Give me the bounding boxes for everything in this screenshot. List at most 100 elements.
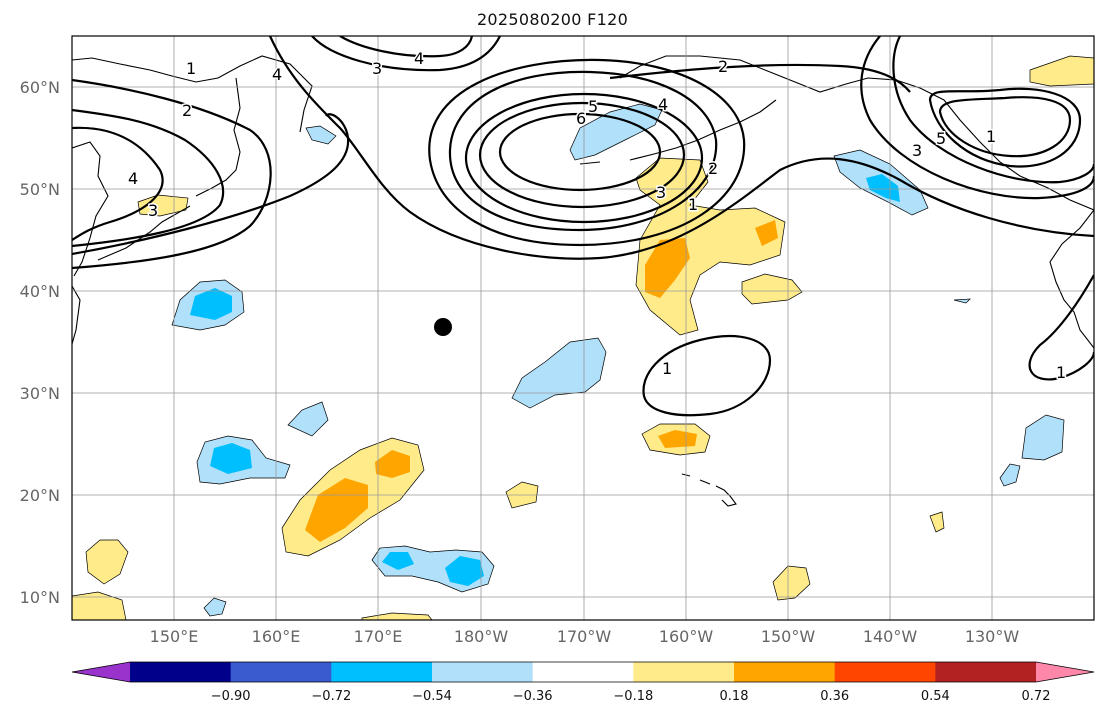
lon-label-180w: 180°W — [454, 627, 509, 646]
contour-low-center-ring — [478, 101, 686, 209]
contour-line — [1028, 274, 1094, 381]
lat-label-10n: 10°N — [20, 588, 60, 607]
contour-label: 1 — [688, 195, 698, 214]
colorbar-tick-label: −0.54 — [412, 689, 452, 704]
negative-anomaly-region — [953, 298, 971, 304]
colorbar-swatch — [130, 662, 232, 682]
contour-label: 2 — [718, 57, 728, 76]
longitude-labels: 150°E 160°E 170°E 180°W 170°W 160°W 150°… — [150, 627, 1020, 646]
positive-anomaly-core — [645, 238, 690, 298]
negative-anomaly-core — [866, 174, 900, 202]
colorbar-swatch — [532, 662, 634, 682]
colorbar-tick-label: 0.18 — [720, 689, 749, 704]
colorbar-tick-label: 0.54 — [921, 689, 950, 704]
coastline-aleutians — [579, 99, 777, 165]
lon-label-160w: 160°W — [659, 627, 714, 646]
latitude-labels: 60°N 50°N 40°N 30°N 20°N 10°N — [20, 78, 60, 607]
lon-label-130w: 130°W — [965, 627, 1020, 646]
coastline-kamchatka — [195, 77, 241, 197]
colorbar-tick-label: −0.72 — [311, 689, 351, 704]
contour-label: 1 — [186, 59, 196, 78]
colorbar-tick-label: −0.18 — [613, 689, 653, 704]
contour-line — [311, 36, 501, 72]
contour-label: 1 — [662, 359, 672, 378]
contour-line — [72, 78, 272, 270]
lon-label-170w: 170°W — [557, 627, 612, 646]
contour-low-ring-outer — [428, 58, 746, 247]
contour-line — [860, 36, 1094, 200]
contour-label: 3 — [148, 201, 158, 220]
contour-label: 1 — [1056, 363, 1066, 382]
lon-label-150w: 150°W — [761, 627, 816, 646]
contour-label: 4 — [414, 49, 424, 68]
lat-label-40n: 40°N — [20, 282, 60, 301]
lon-label-140w: 140°W — [863, 627, 918, 646]
contour-low-ring-outer — [448, 70, 718, 232]
colorbar: −0.90 −0.72 −0.54 −0.36 −0.18 0.18 0.36 0.54 0.7… — [71, 661, 1095, 704]
contour-line — [928, 87, 1082, 168]
lon-label-170e: 170°E — [354, 627, 403, 646]
negative-anomaly-region — [569, 103, 663, 161]
map-title: 2025080200 F120 — [476, 10, 629, 29]
contour-label: 5 — [588, 97, 598, 116]
colorbar-tick-label: −0.90 — [211, 689, 251, 704]
contour-low-center-ring — [498, 112, 662, 192]
lat-label-60n: 60°N — [20, 78, 60, 97]
point-marker[interactable] — [434, 318, 452, 336]
contour-lines — [72, 36, 1094, 417]
negative-anomaly-core — [382, 552, 414, 570]
contour-line — [892, 36, 1094, 184]
lon-label-160e: 160°E — [252, 627, 301, 646]
contour-label: 3 — [656, 183, 666, 202]
plot-frame — [71, 35, 1095, 621]
colorbar-tick-label: 0.36 — [820, 689, 849, 704]
colorbar-swatch — [230, 662, 332, 682]
colorbar-swatch — [734, 662, 836, 682]
negative-anomaly-core — [190, 288, 232, 320]
colorbar-swatch — [432, 662, 534, 682]
lat-label-30n: 30°N — [20, 384, 60, 403]
contour-label: 4 — [128, 169, 138, 188]
contour-label: 3 — [372, 59, 382, 78]
colorbar-swatch — [633, 662, 735, 682]
colorbar-tick-label: 0.72 — [1022, 689, 1051, 704]
negative-anomaly-region — [511, 337, 607, 409]
negative-anomaly-region — [287, 401, 329, 437]
coastline-alaska — [619, 55, 1094, 211]
contour-label: 3 — [912, 141, 922, 160]
coastlines — [72, 55, 1094, 507]
lat-label-20n: 20°N — [20, 486, 60, 505]
coastline-asia — [72, 55, 313, 345]
contour-label: 6 — [576, 109, 586, 128]
negative-anomaly-region — [1021, 414, 1065, 461]
contour-label: 4 — [272, 65, 282, 84]
positive-anomaly-core — [305, 478, 368, 542]
contour-labels: 1 2 4 3 4 2 5 6 4 3 1 2 3 4 5 3 1 1 1 — [127, 48, 1068, 384]
colorbar-outline — [71, 661, 1095, 683]
coastline-north-america — [1049, 209, 1094, 349]
grid-lines — [72, 36, 1094, 620]
contour-line — [72, 108, 225, 248]
positive-anomaly-region — [929, 511, 945, 533]
contour-line — [268, 36, 1094, 260]
contour-line — [938, 96, 1072, 158]
contour-line — [72, 126, 164, 241]
contour-low-center-ring — [464, 92, 704, 224]
colorbar-swatch — [331, 662, 433, 682]
contour-label: 2 — [182, 101, 192, 120]
contour-line — [339, 36, 474, 58]
positive-anomaly-region — [1029, 55, 1094, 87]
contour-line — [72, 113, 350, 256]
colorbar-extend-high — [1036, 662, 1094, 682]
positive-anomaly-core — [755, 220, 778, 246]
colorbar-extend-low — [72, 662, 130, 682]
contour-label: 1 — [986, 127, 996, 146]
contour-line — [642, 335, 772, 417]
negative-anomaly-region — [305, 125, 337, 145]
positive-anomaly-region — [741, 273, 803, 305]
colorbar-tick-label: −0.36 — [513, 689, 553, 704]
positive-anomaly-core — [658, 430, 697, 448]
negative-anomaly-core — [210, 443, 252, 474]
lon-label-150e: 150°E — [150, 627, 199, 646]
